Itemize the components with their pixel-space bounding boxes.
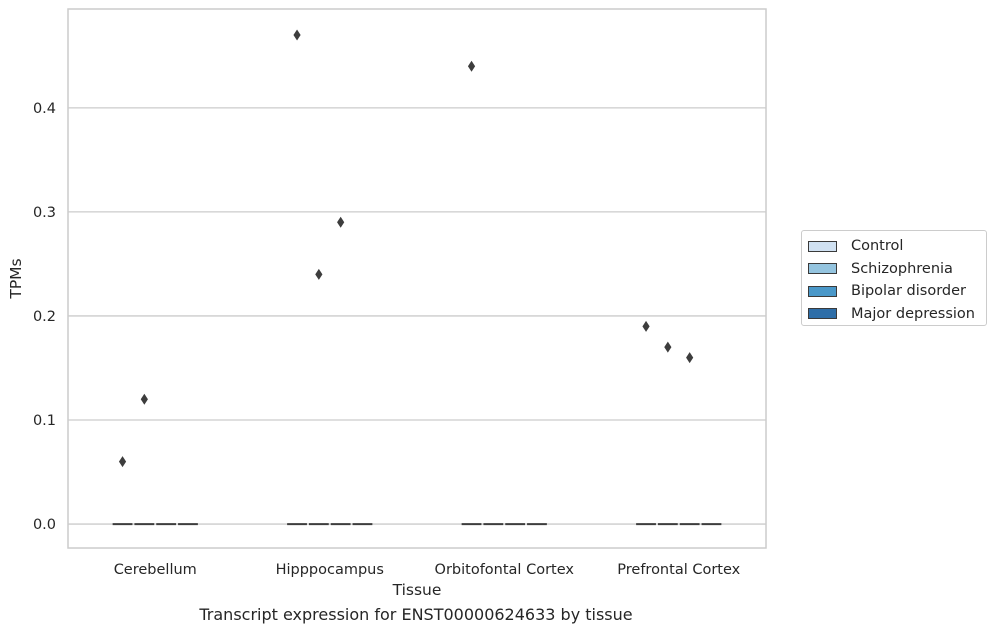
legend-item: Schizophrenia (808, 258, 986, 281)
y-tick-label: 0.0 (33, 517, 56, 533)
outlier-point (467, 60, 476, 72)
outlier-points (118, 29, 694, 468)
outlier-point (686, 352, 694, 364)
x-tick-labels: Cerebellum Hipppocampus Orbitofontal Corte… (114, 562, 741, 578)
legend-swatch (808, 240, 837, 252)
outlier-point (118, 456, 127, 468)
legend-label: Bipolar disorder (851, 283, 966, 300)
y-tick-label: 0.2 (33, 309, 56, 325)
legend-label: Major depression (851, 305, 975, 322)
legend-item: Control (808, 235, 986, 258)
outlier-point (642, 320, 650, 332)
y-tick-labels: 0.0 0.1 0.2 0.3 0.4 (33, 101, 56, 533)
legend-item: Major depression (808, 303, 986, 326)
y-axis-label: TPMs (7, 258, 25, 299)
y-tick-label: 0.4 (33, 101, 56, 117)
legend: Control Schizophrenia Bipolar disorder Majo… (801, 230, 987, 326)
x-axis-label: Tissue (392, 581, 442, 599)
outlier-point (664, 341, 672, 353)
x-tick-label: Cerebellum (114, 562, 197, 578)
legend-item: Bipolar disorder (808, 280, 986, 303)
legend-swatch (808, 285, 837, 297)
legend-swatch (808, 308, 837, 320)
plot-frame (67, 8, 767, 549)
legend-label: Control (851, 238, 904, 255)
chart-caption: Transcript expression for ENST0000062463… (199, 605, 633, 624)
outlier-point (140, 393, 148, 405)
x-tick-label: Prefrontal Cortex (617, 562, 740, 578)
outlier-point (337, 216, 345, 228)
grid-lines (68, 107, 766, 525)
outlier-point (315, 268, 323, 280)
outlier-point (293, 29, 301, 41)
legend-swatch (808, 263, 837, 275)
y-tick-label: 0.3 (33, 205, 56, 221)
legend-label: Schizophrenia (851, 260, 953, 277)
x-tick-label: Orbitofontal Cortex (435, 562, 575, 578)
y-tick-label: 0.1 (33, 413, 56, 429)
x-tick-label: Hipppocampus (276, 562, 384, 578)
